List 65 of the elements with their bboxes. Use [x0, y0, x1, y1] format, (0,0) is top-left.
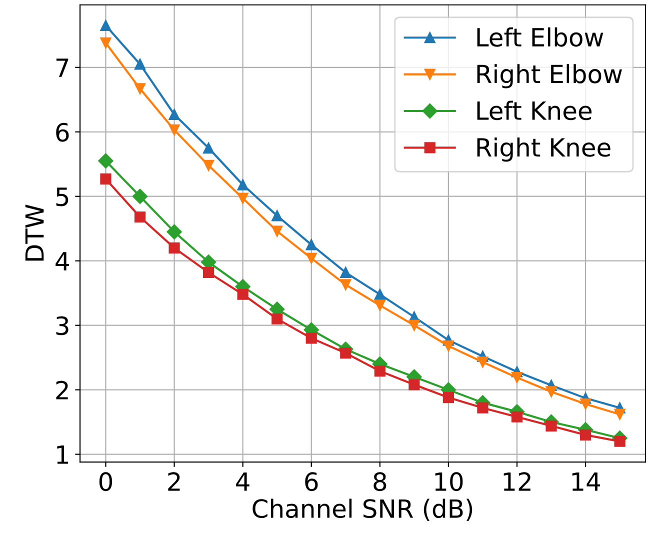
- y-tick-label: 1: [57, 446, 68, 464]
- point: [272, 313, 283, 324]
- point: [237, 179, 248, 190]
- y-tick-label: 5: [56, 188, 68, 206]
- x-tick-label: 0: [99, 472, 112, 492]
- point: [340, 279, 352, 290]
- point: [374, 366, 386, 377]
- point: [546, 420, 557, 432]
- x-axis-title: Channel SNR (dB): [252, 498, 472, 521]
- point: [442, 340, 454, 352]
- point: [340, 266, 352, 278]
- point: [340, 347, 352, 359]
- y-tick-label: 3: [56, 316, 68, 336]
- point: [580, 398, 592, 410]
- x-tick-label: 4: [236, 472, 250, 491]
- x-tick-label: 2: [168, 472, 180, 491]
- point: [132, 188, 148, 204]
- point: [408, 320, 420, 331]
- point: [98, 153, 114, 168]
- y-tick-label: 4: [56, 252, 69, 270]
- point: [134, 58, 146, 70]
- point: [100, 37, 112, 48]
- legend-label: Left Elbow: [477, 27, 604, 47]
- point: [100, 20, 112, 32]
- point: [202, 160, 214, 171]
- point: [306, 252, 317, 264]
- point: [168, 242, 180, 254]
- point: [272, 210, 283, 222]
- x-tick-label: 10: [435, 472, 463, 492]
- point: [614, 408, 626, 420]
- point: [306, 239, 317, 250]
- y-tick-label: 2: [56, 380, 68, 400]
- x-tick-label: 8: [374, 472, 386, 492]
- point: [477, 356, 488, 368]
- legend-label: Left Knee: [477, 100, 592, 120]
- point: [546, 386, 557, 398]
- point: [511, 372, 523, 384]
- point: [134, 211, 146, 223]
- point: [166, 224, 182, 240]
- point: [306, 332, 317, 344]
- point: [374, 288, 386, 300]
- y-tick-label: 7: [56, 58, 68, 77]
- point: [408, 379, 420, 390]
- x-tick-label: 14: [572, 472, 600, 491]
- x-tick-label: 12: [504, 472, 530, 491]
- point: [237, 288, 248, 300]
- legend-label: Right Elbow: [477, 64, 622, 88]
- point: [168, 108, 180, 120]
- point: [134, 83, 146, 94]
- point: [442, 392, 454, 404]
- x-tick-label: 6: [305, 472, 318, 492]
- point: [580, 429, 592, 440]
- point: [511, 411, 523, 422]
- point: [202, 266, 214, 278]
- point: [168, 124, 180, 136]
- point: [614, 436, 626, 447]
- point: [477, 402, 488, 414]
- y-axis-title: DTW: [25, 204, 44, 261]
- point: [272, 226, 283, 237]
- point: [202, 142, 214, 154]
- point: [237, 192, 248, 204]
- legend-label: Right Knee: [477, 137, 610, 162]
- point: [100, 173, 112, 185]
- y-tick-label: 6: [56, 122, 69, 142]
- point: [374, 300, 386, 311]
